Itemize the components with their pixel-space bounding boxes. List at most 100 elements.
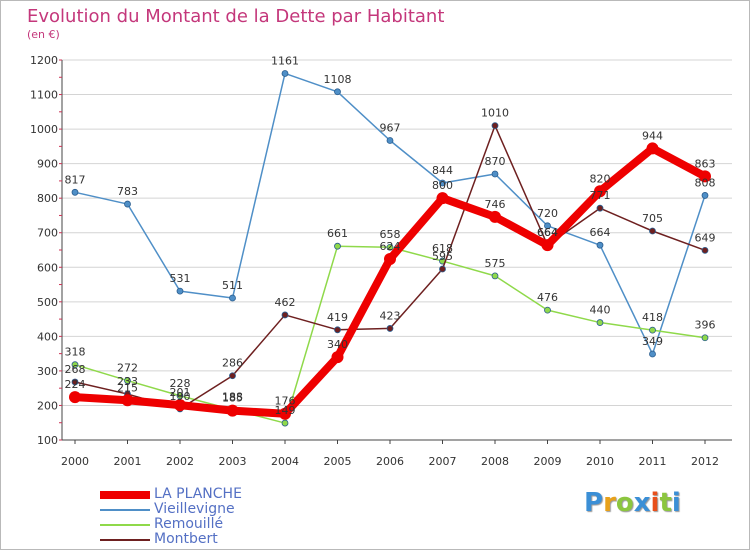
data-point [124, 200, 131, 208]
chart-subtitle: (en €) [27, 28, 60, 41]
data-label: 423 [380, 309, 401, 322]
x-tick-label: 2000 [61, 455, 89, 468]
y-tick-label: 700 [37, 227, 58, 240]
data-label: 1108 [324, 73, 352, 86]
x-tick-label: 2005 [324, 455, 352, 468]
data-point [439, 265, 446, 273]
data-point [596, 241, 604, 249]
data-point [491, 272, 499, 280]
data-point [229, 294, 236, 302]
x-tick-label: 2001 [114, 455, 142, 468]
data-label: 661 [327, 227, 348, 240]
data-point [439, 179, 446, 187]
legend-label: Vieillevigne [154, 501, 235, 517]
data-label: 649 [695, 231, 716, 244]
data-label: 844 [432, 164, 453, 177]
data-point [596, 204, 604, 212]
y-tick-label: 200 [37, 399, 58, 412]
data-point [544, 222, 551, 230]
data-point [281, 311, 289, 319]
data-label: 190 [170, 390, 191, 403]
data-point [334, 242, 341, 250]
legend-swatch [100, 491, 150, 499]
data-point [544, 306, 551, 314]
x-tick-label: 2009 [534, 455, 562, 468]
data-label: 820 [590, 172, 611, 185]
logo-letter: o [615, 488, 634, 518]
logo-letter: r [603, 488, 616, 518]
data-point [331, 351, 344, 364]
data-point [699, 170, 711, 183]
data-label: 800 [432, 179, 453, 192]
legend-swatch [100, 524, 150, 526]
legend-swatch [100, 539, 150, 541]
data-point [491, 170, 499, 178]
data-label: 783 [117, 185, 138, 198]
data-point [594, 185, 606, 198]
data-point [386, 325, 394, 332]
data-label: 419 [327, 311, 348, 324]
data-point [386, 243, 394, 251]
chart-title: Evolution du Montant de la Dette par Hab… [27, 6, 445, 27]
data-label: 268 [65, 363, 86, 376]
data-label: 808 [695, 176, 716, 189]
data-point [649, 326, 656, 334]
y-tick-label: 100 [37, 434, 58, 447]
data-point [541, 239, 554, 252]
data-label: 476 [537, 291, 558, 304]
data-point [71, 361, 79, 369]
y-tick-label: 800 [37, 192, 58, 205]
data-label: 462 [275, 296, 296, 309]
data-point [649, 227, 656, 235]
y-tick-label: 1000 [30, 123, 58, 136]
data-point [701, 246, 709, 254]
x-tick-label: 2002 [166, 455, 194, 468]
data-label: 418 [642, 311, 663, 324]
logo-letter: P [584, 488, 604, 518]
data-point [436, 192, 449, 205]
data-label: 664 [537, 226, 558, 239]
data-label: 746 [485, 198, 506, 211]
data-point [174, 399, 186, 412]
data-label: 349 [642, 335, 663, 348]
logo-letter: i [671, 488, 681, 518]
data-point [124, 377, 131, 384]
y-tick-label: 500 [37, 296, 58, 309]
data-point [334, 88, 341, 96]
data-point [646, 142, 659, 155]
x-tick-label: 2011 [639, 455, 667, 468]
data-point [701, 334, 709, 342]
data-label: 863 [695, 157, 716, 170]
data-label: 870 [485, 155, 506, 168]
data-label: 531 [170, 272, 191, 285]
logo-letter: x [633, 488, 651, 518]
data-point [281, 70, 289, 77]
x-tick-label: 2010 [586, 455, 614, 468]
data-label: 595 [432, 250, 453, 263]
data-label: 215 [117, 381, 138, 394]
data-label: 771 [590, 189, 611, 202]
data-label: 664 [537, 226, 558, 239]
data-point [649, 350, 656, 358]
data-label: 1010 [481, 107, 509, 120]
data-point [279, 407, 291, 420]
data-label: 228 [170, 377, 191, 390]
data-point [229, 372, 236, 380]
data-label: 705 [642, 212, 663, 225]
data-label: 511 [222, 279, 243, 292]
data-point [491, 122, 499, 130]
legend-label: Montbert [154, 531, 218, 547]
y-tick-label: 1200 [30, 54, 58, 67]
data-point [71, 378, 79, 386]
data-label: 720 [537, 207, 558, 220]
data-label: 233 [117, 375, 138, 388]
legend-label: Remouillé [154, 516, 224, 532]
logo-letter: t [659, 488, 672, 518]
data-label: 149 [275, 404, 296, 417]
data-label: 575 [485, 257, 506, 270]
data-label: 188 [222, 391, 243, 404]
y-tick-label: 600 [37, 261, 58, 274]
data-point [121, 394, 134, 407]
data-label: 664 [590, 226, 611, 239]
